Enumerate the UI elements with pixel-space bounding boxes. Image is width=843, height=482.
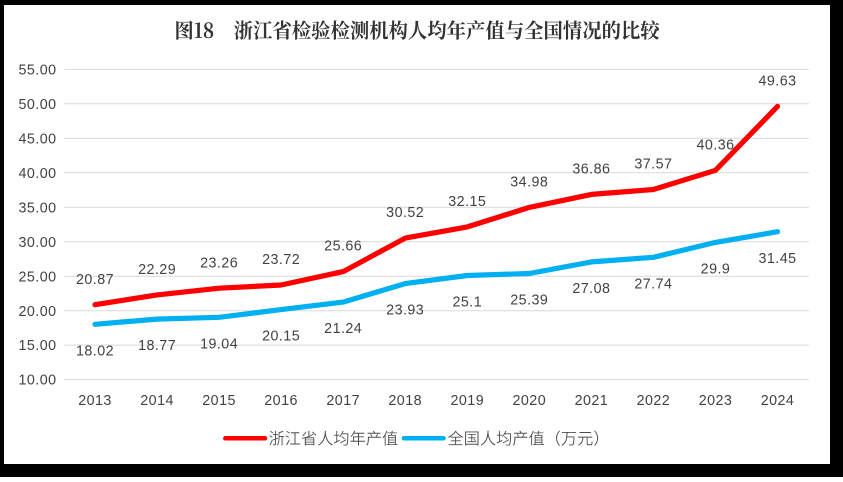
svg-text:31.45: 31.45 — [758, 251, 796, 267]
svg-text:18.77: 18.77 — [138, 338, 176, 354]
svg-text:23.72: 23.72 — [262, 252, 300, 268]
svg-text:20.15: 20.15 — [262, 329, 300, 345]
svg-text:2016: 2016 — [264, 393, 298, 409]
svg-text:40.00: 40.00 — [18, 166, 56, 182]
svg-text:2017: 2017 — [326, 393, 360, 409]
svg-text:10.00: 10.00 — [18, 373, 56, 389]
svg-text:19.04: 19.04 — [200, 336, 238, 352]
svg-text:20.87: 20.87 — [76, 272, 114, 288]
svg-text:29.9: 29.9 — [701, 262, 731, 278]
svg-text:2024: 2024 — [761, 393, 795, 409]
svg-text:2020: 2020 — [512, 393, 546, 409]
svg-text:50.00: 50.00 — [18, 97, 56, 113]
svg-text:2014: 2014 — [140, 393, 174, 409]
svg-text:23.93: 23.93 — [386, 303, 424, 319]
svg-text:49.63: 49.63 — [758, 74, 796, 90]
svg-text:36.86: 36.86 — [572, 162, 610, 178]
svg-text:2021: 2021 — [575, 393, 609, 409]
svg-text:15.00: 15.00 — [18, 338, 56, 354]
svg-text:25.1: 25.1 — [452, 295, 482, 311]
svg-text:27.74: 27.74 — [634, 276, 672, 292]
svg-text:30.52: 30.52 — [386, 205, 424, 221]
svg-text:22.29: 22.29 — [138, 262, 176, 278]
svg-text:2019: 2019 — [450, 393, 484, 409]
svg-text:27.08: 27.08 — [572, 281, 610, 297]
svg-text:40.36: 40.36 — [696, 137, 734, 153]
svg-text:2018: 2018 — [388, 393, 422, 409]
svg-text:2015: 2015 — [202, 393, 236, 409]
svg-text:35.00: 35.00 — [18, 200, 56, 216]
svg-text:2023: 2023 — [699, 393, 733, 409]
svg-text:20.00: 20.00 — [18, 304, 56, 320]
svg-text:25.39: 25.39 — [510, 293, 548, 309]
svg-text:18.02: 18.02 — [76, 343, 114, 359]
svg-text:55.00: 55.00 — [18, 63, 56, 79]
svg-text:21.24: 21.24 — [324, 321, 362, 337]
svg-text:34.98: 34.98 — [510, 175, 548, 191]
svg-text:30.00: 30.00 — [18, 235, 56, 251]
svg-text:23.26: 23.26 — [200, 255, 238, 271]
svg-text:25.00: 25.00 — [18, 269, 56, 285]
svg-text:2022: 2022 — [637, 393, 671, 409]
svg-text:2013: 2013 — [78, 393, 112, 409]
svg-text:25.66: 25.66 — [324, 239, 362, 255]
svg-text:45.00: 45.00 — [18, 131, 56, 147]
svg-text:32.15: 32.15 — [448, 194, 486, 210]
svg-text:37.57: 37.57 — [634, 157, 672, 173]
